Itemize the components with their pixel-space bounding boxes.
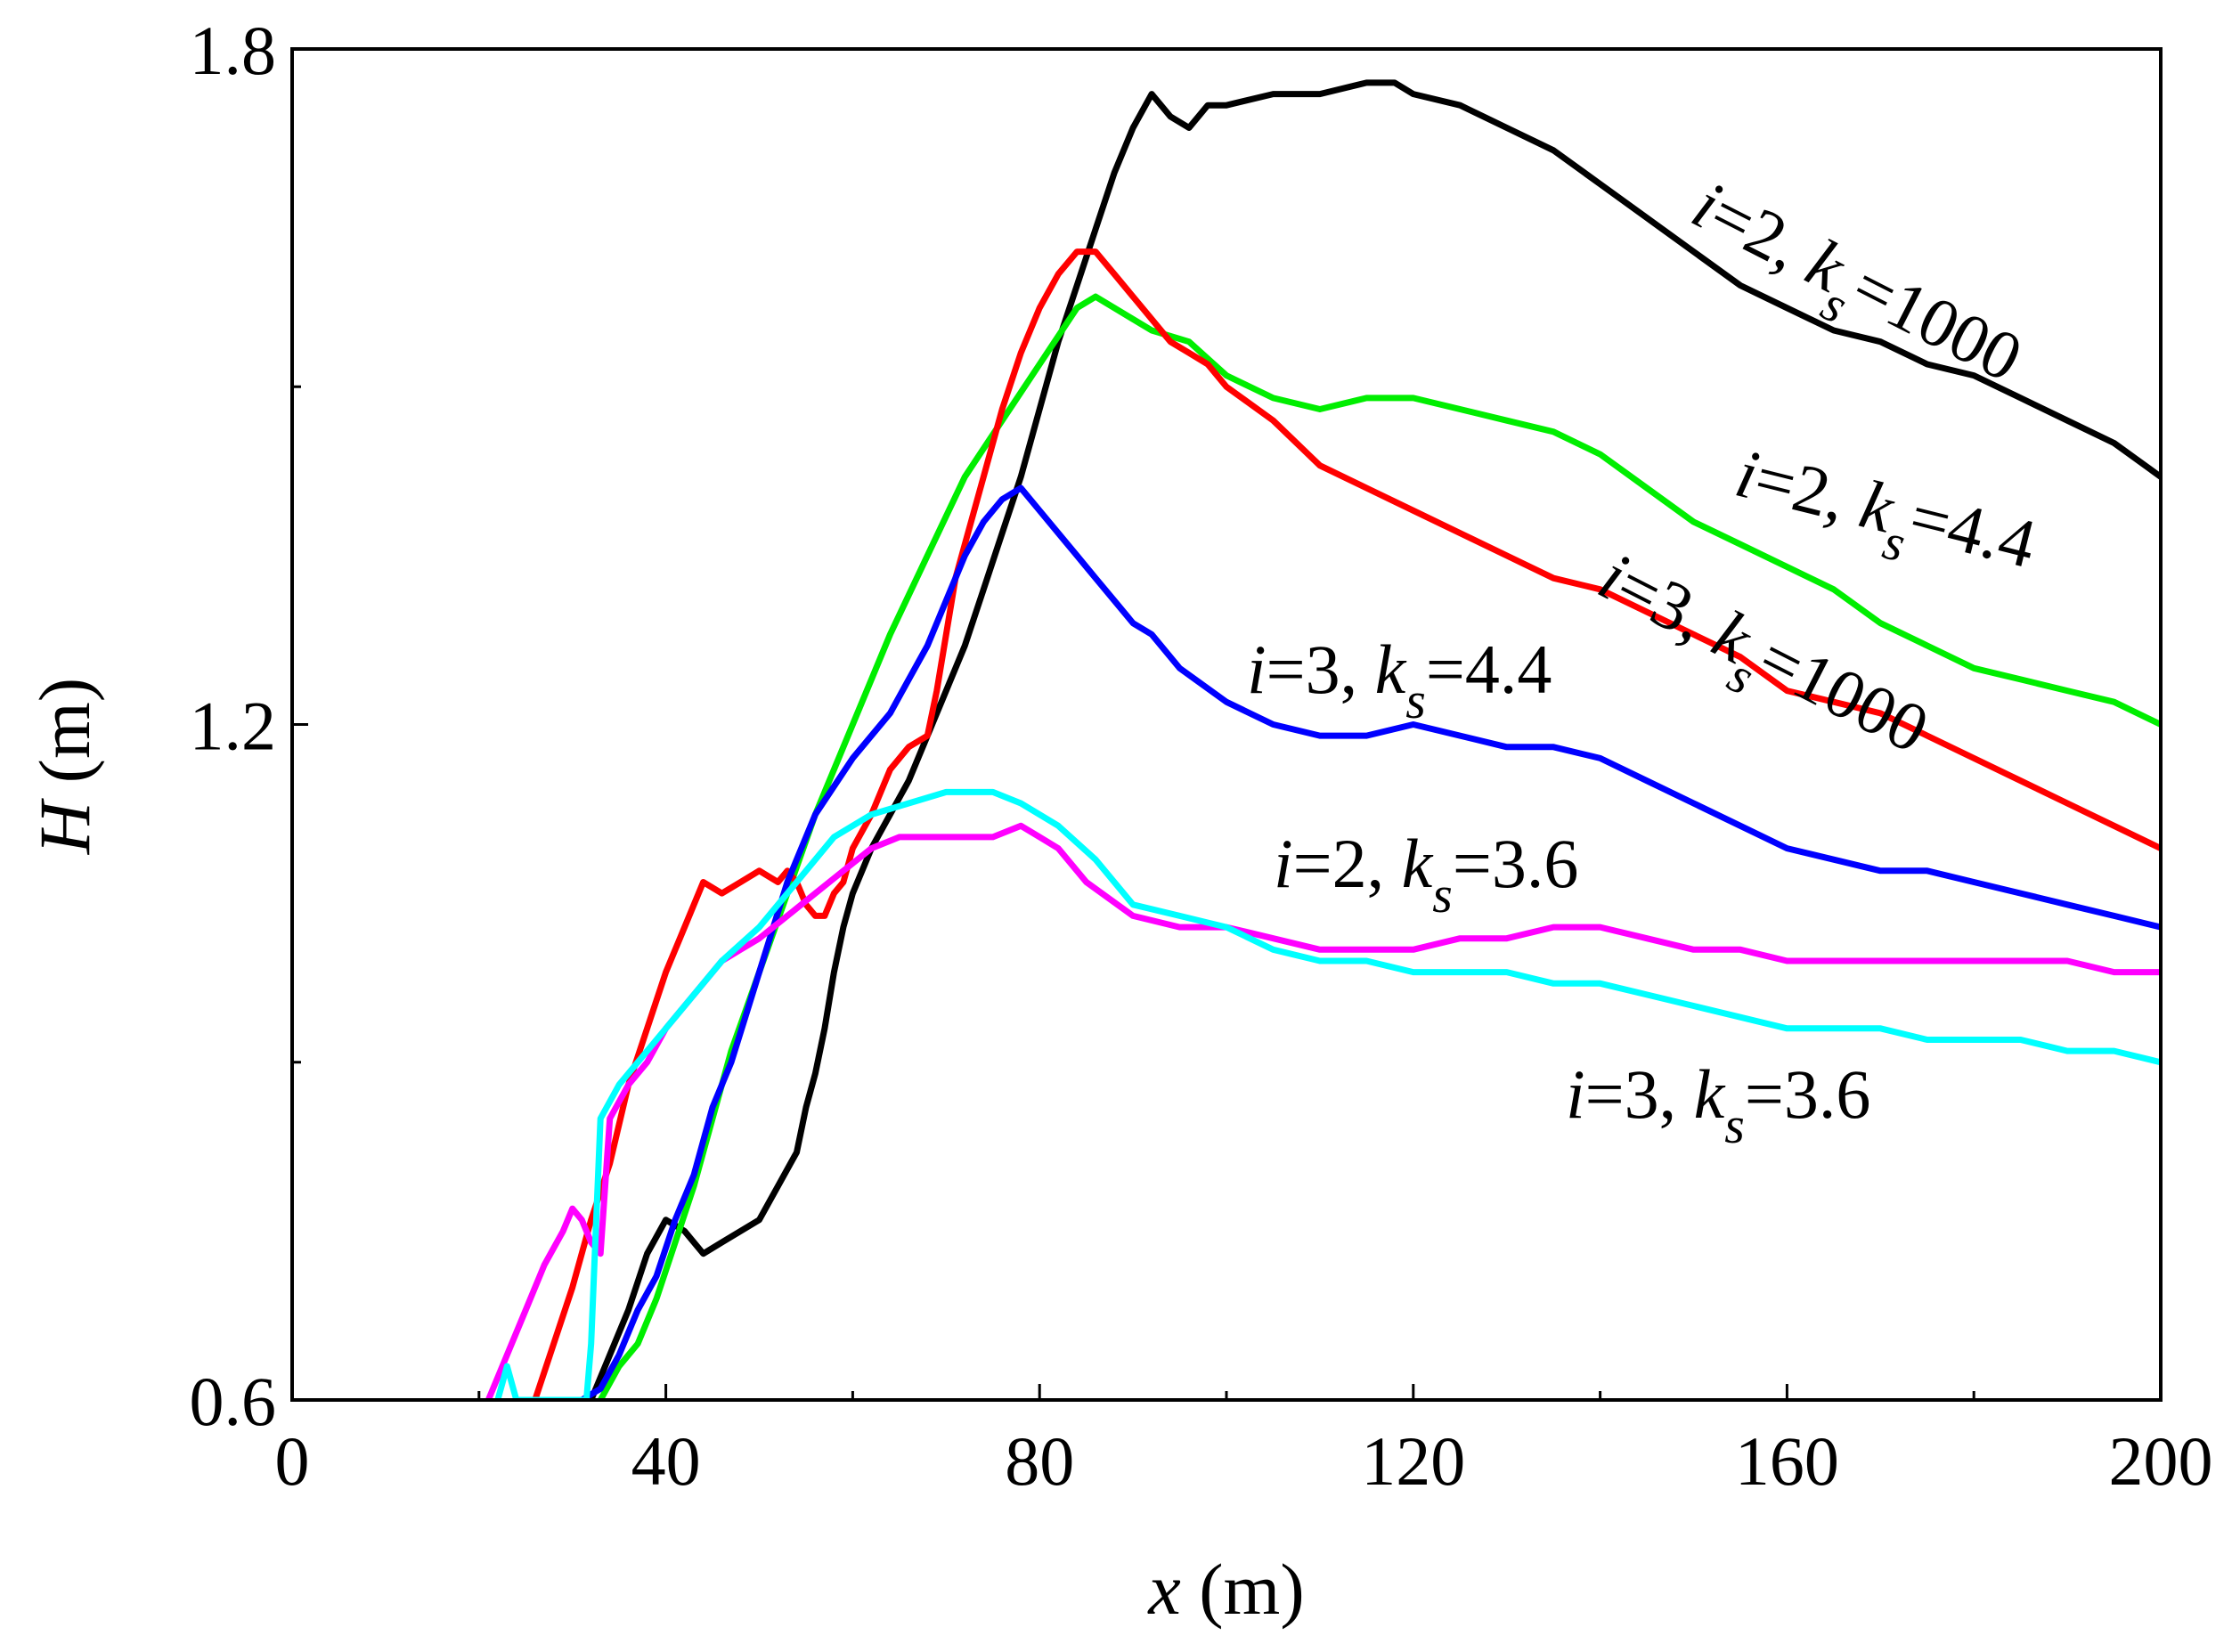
series-label-value: =3.6 <box>1745 1055 1871 1133</box>
series-label-value: =3.6 <box>1453 825 1579 902</box>
series-line-4 <box>559 484 2161 1400</box>
y-tick-label: 1.8 <box>190 12 277 89</box>
series-label-text: =3, <box>1267 631 1375 708</box>
y-axis-unit: (m) <box>24 678 105 802</box>
series-line-6 <box>494 788 2161 1400</box>
y-axis-variable: H <box>24 798 105 855</box>
series-line-3 <box>532 248 2161 1400</box>
series-layer <box>485 79 2161 1400</box>
series-label-k: k <box>1375 631 1407 708</box>
x-tick-label: 80 <box>1005 1422 1074 1500</box>
x-axis-unit: (m) <box>1181 1549 1305 1630</box>
series-label-cyan: i=3, ks=3.6 <box>1566 1055 1870 1154</box>
x-tick-label: 160 <box>1735 1422 1839 1500</box>
series-label-k: k <box>1402 825 1434 902</box>
y-tick-label: 1.2 <box>190 688 277 765</box>
x-tick-label: 120 <box>1361 1422 1465 1500</box>
series-label-subscript: s <box>1432 866 1453 924</box>
series-line-1 <box>588 79 2161 1400</box>
x-axis-title: x (m) <box>1147 1549 1304 1630</box>
x-axis-variable: x <box>1147 1549 1180 1630</box>
series-label-var: i <box>1566 1055 1585 1133</box>
series-label-var: i <box>1274 825 1293 902</box>
tick-layer: 0 40 80 120 160 200 0.6 1.2 1.8 <box>190 12 2213 1500</box>
series-label-subscript: s <box>1405 671 1426 729</box>
series-line-2 <box>597 293 2161 1400</box>
x-tick-label: 40 <box>631 1422 701 1500</box>
x-tick-label: 0 <box>275 1422 310 1500</box>
series-label-text: =2, <box>1293 825 1402 902</box>
y-axis-title: H (m) <box>24 678 105 855</box>
series-label-magenta: i=2, ks=3.6 <box>1274 825 1578 924</box>
y-tick-label: 0.6 <box>190 1363 277 1440</box>
series-label-blue: i=3, ks=4.4 <box>1247 631 1552 729</box>
series-label-subscript: s <box>1724 1096 1745 1154</box>
series-label-k: k <box>1694 1055 1726 1133</box>
series-label-text: =3, <box>1585 1055 1694 1133</box>
x-tick-label: 200 <box>2109 1422 2213 1500</box>
series-line-5 <box>485 822 2161 1400</box>
series-label-value: =4.4 <box>1426 631 1552 708</box>
series-label-var: i <box>1247 631 1267 708</box>
